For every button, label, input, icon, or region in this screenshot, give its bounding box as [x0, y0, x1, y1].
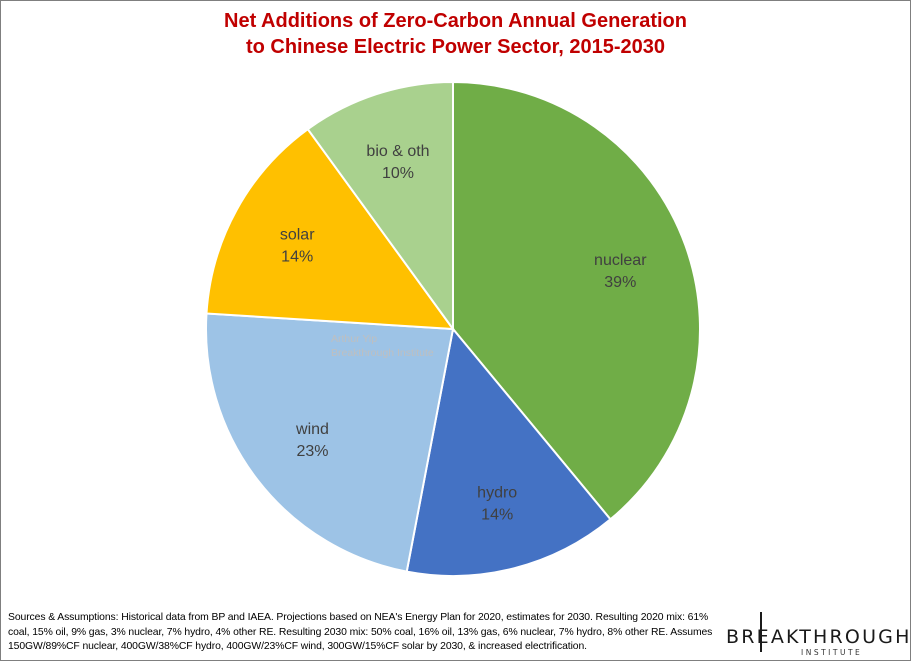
pie-label-solar: solar — [280, 226, 315, 243]
pie-slices — [205, 80, 701, 577]
pie-slice-nuclear — [452, 80, 701, 521]
chart-title-line-2: to Chinese Electric Power Sector, 2015-2… — [245, 36, 666, 58]
pie-slice-wind — [205, 312, 455, 573]
pie-value-label-wind: 23% — [296, 443, 328, 460]
pie-label-hydro: hydro — [477, 484, 517, 501]
pie-label-wind: wind — [295, 421, 329, 438]
pie-label-nuclear: nuclear — [594, 252, 647, 269]
footnote-sources: Sources & Assumptions: Historical data f… — [8, 612, 713, 652]
pie-slice-hydro — [405, 326, 612, 577]
chart-title: Net Additions of Zero-Carbon Annual Gene… — [0, 8, 911, 60]
breakthrough-logo: BREAKTHROUGH INSTITUTE — [726, 612, 909, 658]
pie-slice-bio-oth — [306, 80, 454, 333]
pie-value-label-solar: 14% — [281, 248, 313, 265]
pie-value-label-nuclear: 39% — [604, 274, 636, 291]
pie-label-bio-oth: bio & oth — [366, 143, 429, 160]
pie-value-label-bio-oth: 10% — [382, 165, 414, 182]
pie-labels: nuclear 39% hydro 14% wind 23% solar 14% bio & o… — [280, 143, 647, 523]
logo-bar — [760, 612, 762, 652]
chart-title-line-1: Net Additions of Zero-Carbon Annual Gene… — [224, 10, 687, 32]
logo-wordmark: BREAKTHROUGH — [726, 626, 911, 648]
watermark-line-1: Arthur Yip — [331, 333, 377, 345]
logo-subtitle: INSTITUTE — [801, 648, 863, 657]
pie-slice-solar — [205, 127, 456, 331]
pie-value-label-hydro: 14% — [481, 506, 513, 523]
watermark-line-2: Breakthrough Institute — [331, 347, 434, 359]
